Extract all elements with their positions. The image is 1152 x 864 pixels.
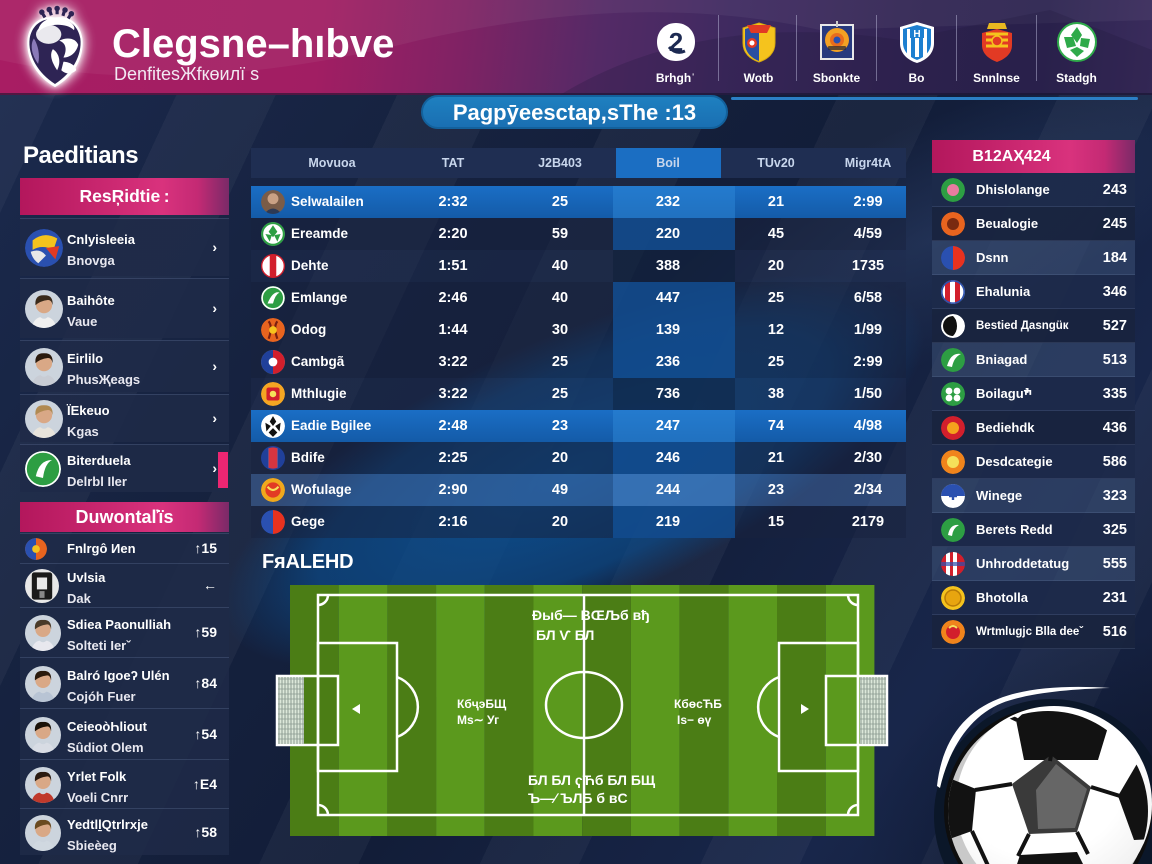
svg-text:H: H <box>913 29 920 40</box>
svg-text:КбөсЋБ: КбөсЋБ <box>674 697 722 711</box>
svg-text:БЛ Ѵ БЛ: БЛ Ѵ БЛ <box>536 627 594 643</box>
svg-text:КбҷэБЩ: КбҷэБЩ <box>457 697 507 711</box>
svg-text:БЛ БЛ ҁЋб БЛ БЩ: БЛ БЛ ҁЋб БЛ БЩ <box>528 772 656 788</box>
svg-text:Мѕ∼ Уг: Мѕ∼ Уг <box>457 713 499 727</box>
svg-text:Іѕ− өү: Іѕ− өү <box>677 713 712 727</box>
svg-text:Ðыб— ΒŒЉб вђ: Ðыб— ΒŒЉб вђ <box>532 607 650 623</box>
svg-text:Ъ—∕ ЪЛБ б вС: Ъ—∕ ЪЛБ б вС <box>528 790 628 806</box>
